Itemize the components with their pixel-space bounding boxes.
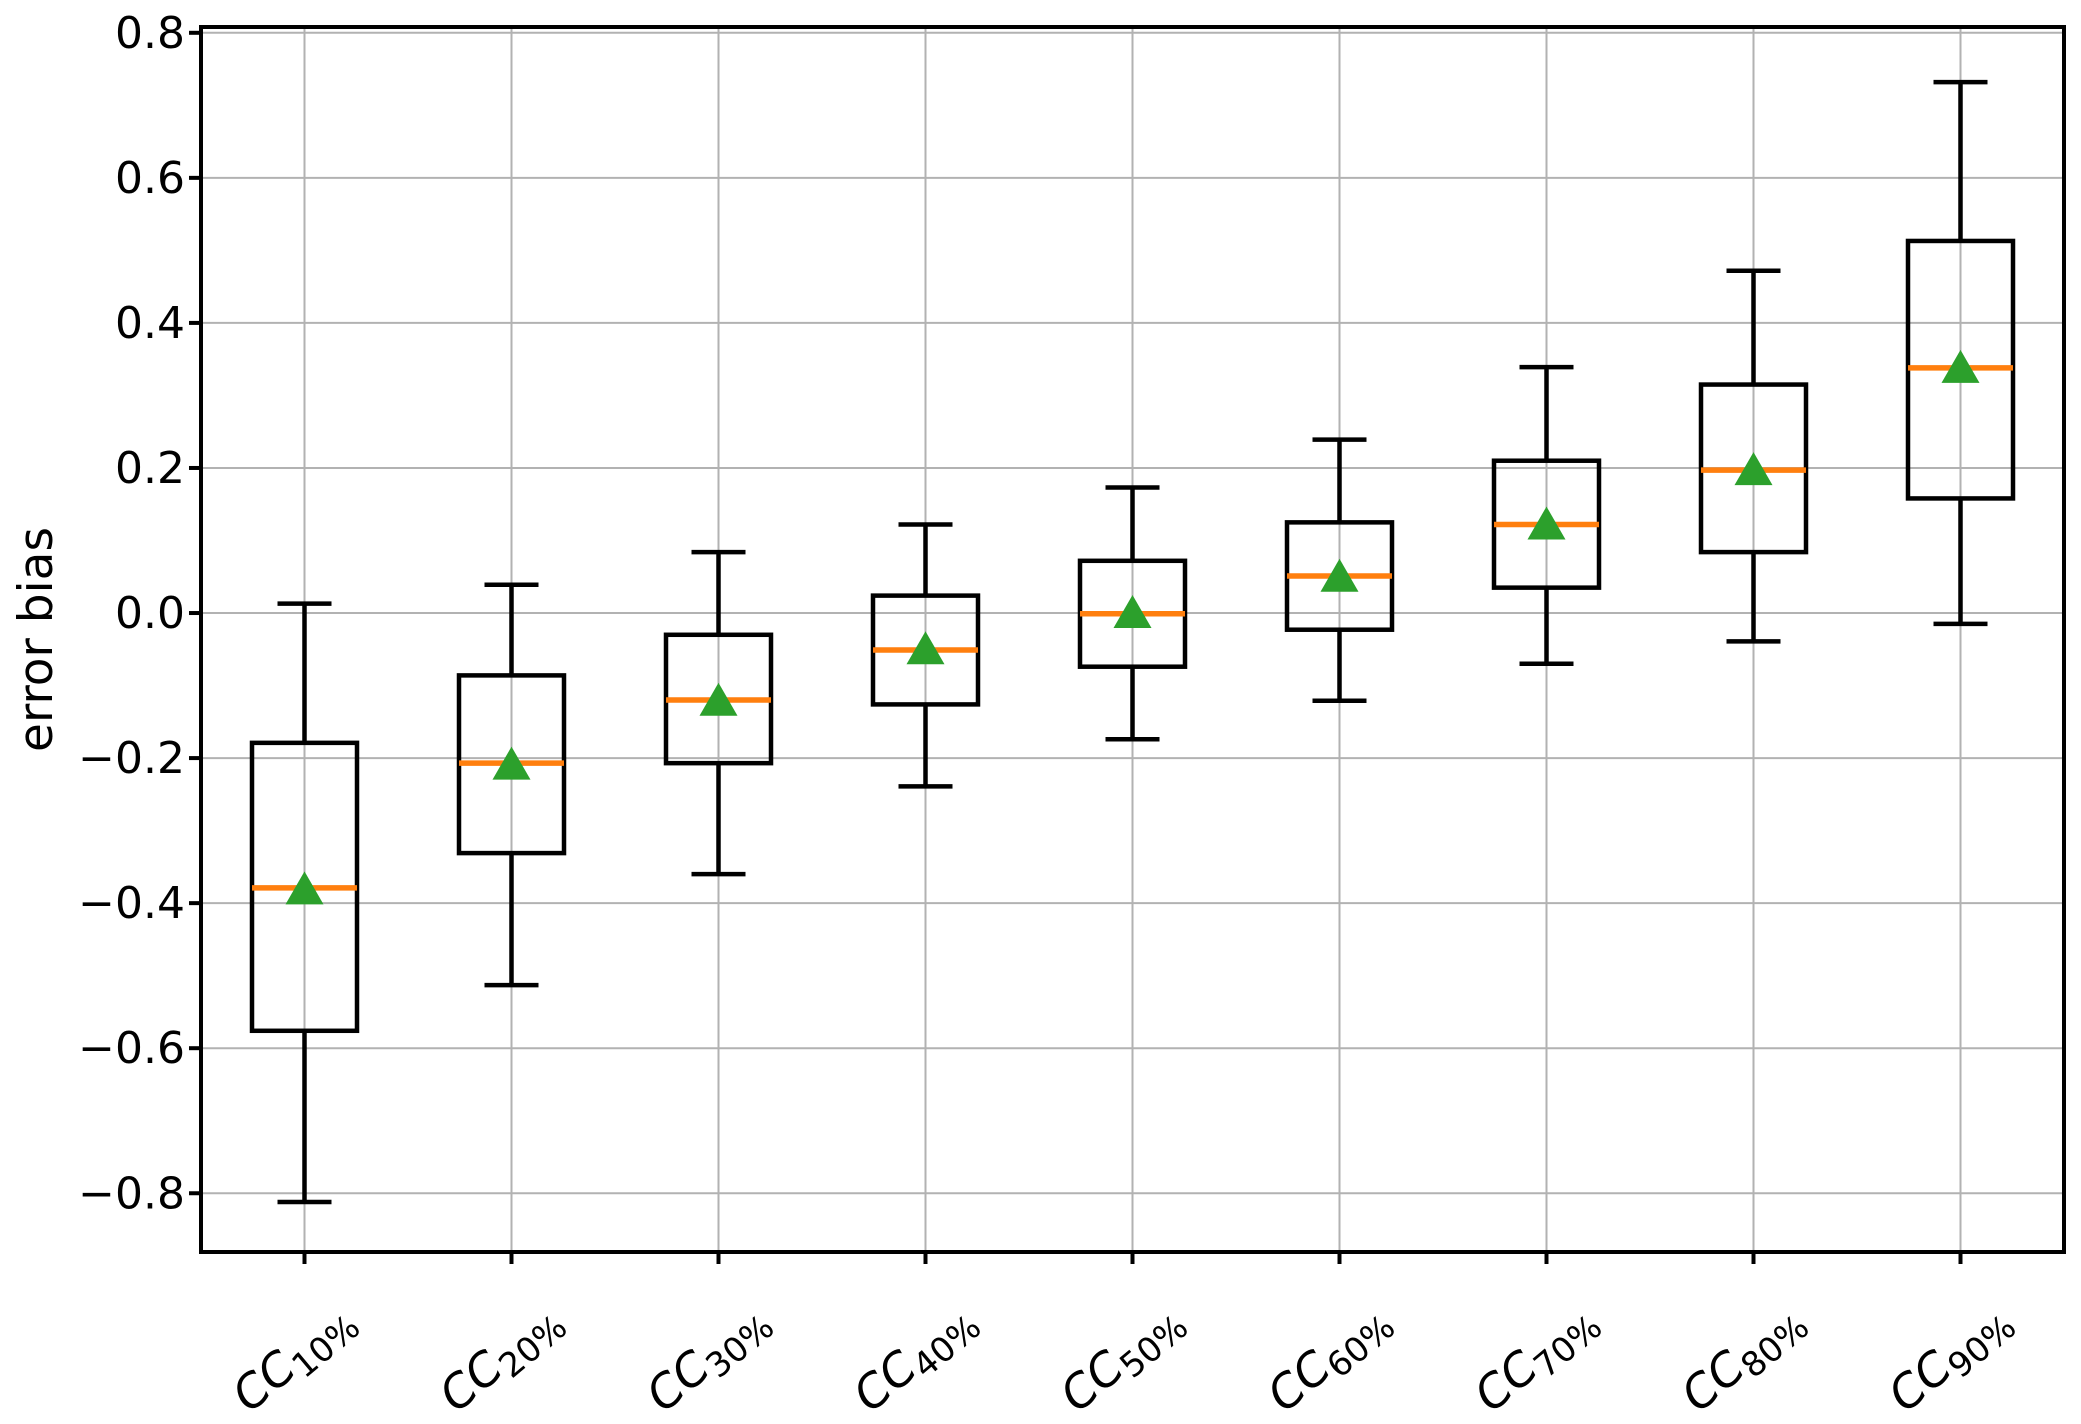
- box-group-CC80%: [1698, 268, 1809, 644]
- y-tick-label: −0.4: [78, 878, 185, 929]
- mean-marker: [1320, 558, 1359, 592]
- box-group-CC30%: [663, 549, 774, 877]
- box-group-CC70%: [1491, 364, 1602, 667]
- mean-marker: [1941, 349, 1980, 383]
- mean-marker: [285, 871, 324, 905]
- y-axis-title: error bias: [9, 527, 64, 752]
- box-group-CC90%: [1905, 79, 2016, 627]
- box-group-CC40%: [870, 522, 981, 789]
- y-tick-label: 0.6: [115, 153, 185, 204]
- box-group-CC10%: [249, 601, 360, 1205]
- mean-marker: [492, 746, 531, 780]
- y-tick-label: −0.6: [78, 1023, 185, 1074]
- mean-marker: [906, 631, 945, 665]
- box-group-CC50%: [1077, 485, 1188, 742]
- box-group-CC20%: [456, 582, 567, 988]
- box-group-CC60%: [1284, 437, 1395, 704]
- y-tick-label: −0.2: [78, 733, 185, 784]
- y-tick-label: 0.2: [115, 443, 185, 494]
- y-tick-label: 0.0: [115, 588, 185, 639]
- mean-marker: [699, 682, 738, 716]
- y-axis: 0.8 0.6 0.4 0.2 0.0 −0.2 −0.4 −0.6 −0.8: [78, 8, 201, 1219]
- mean-marker: [1527, 506, 1566, 540]
- y-tick-label: −0.8: [78, 1168, 185, 1219]
- mean-marker: [1734, 452, 1773, 486]
- y-tick-label: 0.8: [115, 8, 185, 59]
- y-tick-label: 0.4: [115, 298, 185, 349]
- mean-marker: [1113, 595, 1152, 629]
